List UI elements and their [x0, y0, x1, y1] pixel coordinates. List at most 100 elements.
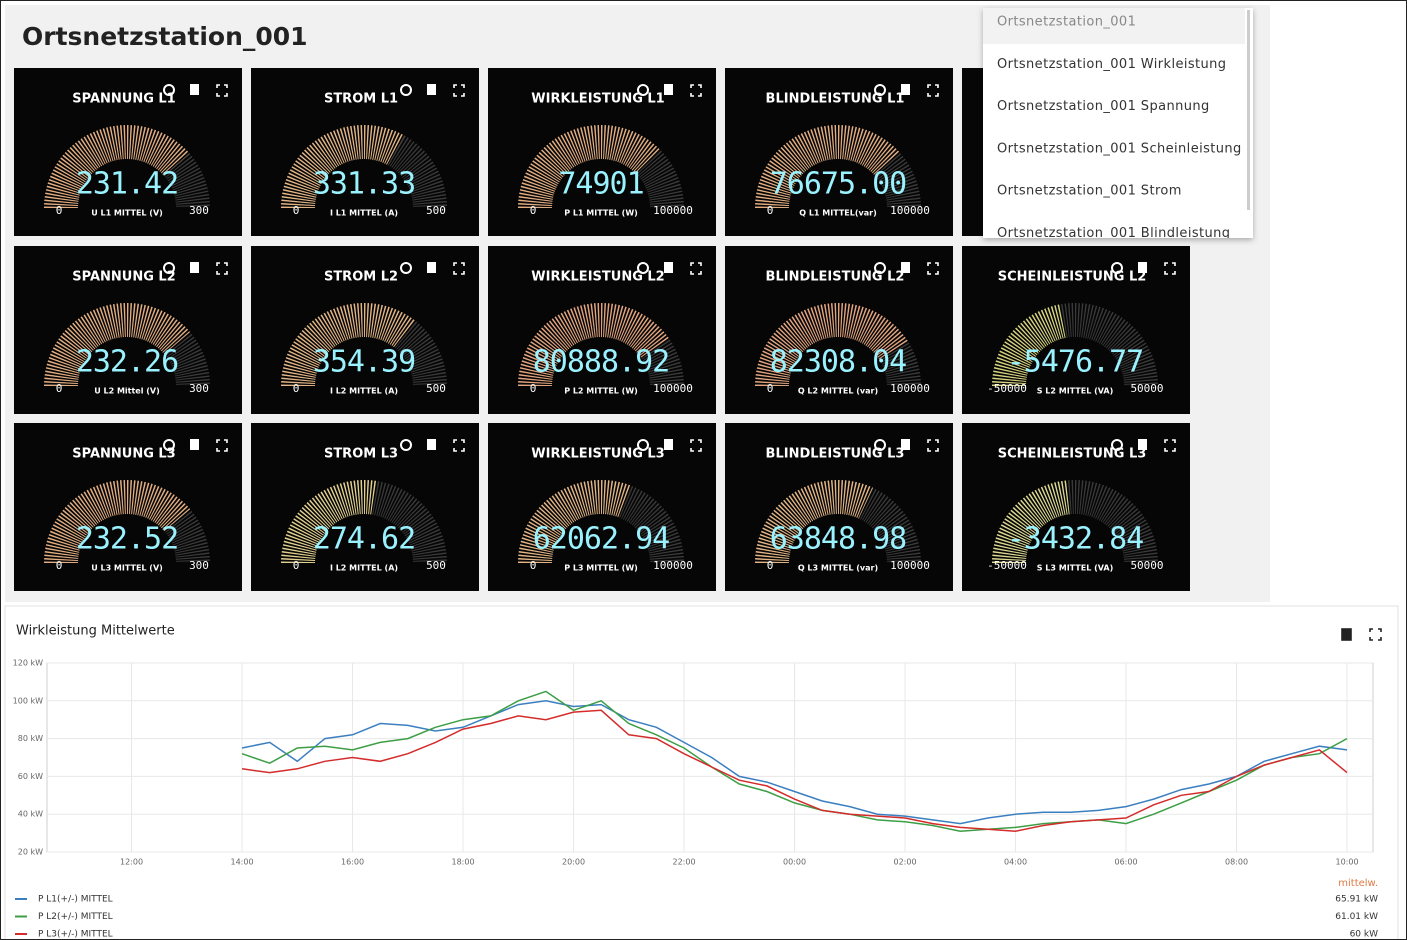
- gauge-title: STROM L3: [324, 447, 398, 462]
- gauge-value: 274.62: [313, 522, 415, 557]
- fullscreen-icon[interactable]: [1164, 439, 1176, 452]
- gauge-track: [281, 480, 447, 564]
- view-icon: [637, 439, 649, 451]
- export-icon[interactable]: [664, 439, 673, 450]
- gauge-fill: [518, 480, 632, 564]
- export-icon[interactable]: [427, 84, 436, 95]
- export-icon[interactable]: [190, 262, 199, 273]
- fullscreen-icon[interactable]: [216, 262, 228, 275]
- export-icon[interactable]: [190, 439, 199, 450]
- gauge-max: 300: [189, 382, 209, 395]
- fullscreen-icon[interactable]: [216, 84, 228, 97]
- fullscreen-icon[interactable]: [1164, 262, 1176, 275]
- gauge-max: 100000: [653, 204, 693, 217]
- x-tick-label: 18:00: [452, 858, 475, 867]
- legend-label[interactable]: P L2(+/-) MITTEL: [38, 912, 113, 922]
- scrollbar: [1247, 10, 1250, 210]
- fullscreen-icon[interactable]: [690, 439, 702, 452]
- fullscreen-icon[interactable]: [453, 84, 465, 97]
- gauge-value: -5476.77: [1007, 345, 1144, 380]
- export-icon[interactable]: [1138, 439, 1147, 450]
- legend-label[interactable]: P L3(+/-) MITTEL: [38, 930, 113, 940]
- export-icon[interactable]: [664, 262, 673, 273]
- gauge-max: 100000: [653, 559, 693, 572]
- view-icon: [163, 439, 175, 451]
- series-line: [241, 709, 1348, 832]
- gauge-fill: [44, 480, 191, 564]
- dropdown-item[interactable]: Ortsnetzstation_001: [997, 15, 1136, 30]
- gauge-min: 0: [767, 382, 774, 395]
- gauge-fill: [992, 480, 1071, 564]
- gauge-min: 0: [56, 204, 63, 217]
- fullscreen-icon[interactable]: [927, 262, 939, 275]
- gauge-label: P L3 MITTEL (W): [564, 564, 638, 573]
- export-icon[interactable]: [190, 84, 199, 95]
- legend-label[interactable]: P L1(+/-) MITTEL: [38, 895, 113, 905]
- export-icon[interactable]: [901, 84, 910, 95]
- dropdown-item[interactable]: Ortsnetzstation_001 Spannung: [997, 99, 1210, 114]
- fullscreen-icon[interactable]: [216, 439, 228, 452]
- gauge-track: [44, 480, 210, 564]
- export-icon[interactable]: [901, 262, 910, 273]
- export-icon[interactable]: [1341, 628, 1352, 641]
- dropdown-item[interactable]: Ortsnetzstation_001 Strom: [997, 184, 1182, 199]
- x-tick-label: 22:00: [673, 858, 696, 867]
- gauge-fill: [518, 303, 670, 387]
- gauge-title: SCHEINLEISTUNG L3: [998, 447, 1147, 462]
- dropdown-highlight: [983, 8, 1245, 44]
- gauge-value: -3432.84: [1007, 522, 1144, 557]
- gauge-fill: [44, 125, 190, 209]
- fullscreen-icon[interactable]: [1369, 628, 1382, 641]
- gauge-max: 300: [189, 559, 209, 572]
- export-icon[interactable]: [1138, 262, 1147, 273]
- x-tick-label: 14:00: [231, 858, 254, 867]
- dropdown-item[interactable]: Ortsnetzstation_001 Blindleistung: [997, 226, 1230, 241]
- gauge-value: 354.39: [313, 345, 415, 380]
- legend-title: mittelw.: [1338, 878, 1378, 889]
- fullscreen-icon[interactable]: [453, 262, 465, 275]
- series-line: [241, 690, 1348, 832]
- view-icon: [400, 439, 412, 451]
- y-tick-label: 40 kW: [18, 810, 43, 819]
- x-tick-label: 16:00: [341, 858, 364, 867]
- x-tick-label: 04:00: [1004, 858, 1027, 867]
- dropdown-item[interactable]: Ortsnetzstation_001 Wirkleistung: [997, 57, 1226, 72]
- gauge-track: [44, 303, 210, 387]
- gauge: STROM L1 331.33 I L1 MITTEL (A) 0 500: [251, 68, 479, 236]
- export-icon[interactable]: [427, 439, 436, 450]
- gauge-min: 0: [530, 204, 537, 217]
- gauge-label: S L3 MITTEL (VA): [1037, 564, 1114, 573]
- fullscreen-icon[interactable]: [690, 84, 702, 97]
- export-icon[interactable]: [664, 84, 673, 95]
- gauge: WIRKLEISTUNG L2 80888.92 P L2 MITTEL (W) 0 1…: [488, 246, 716, 414]
- gauge-title: SPANNUNG L3: [72, 447, 175, 462]
- export-icon[interactable]: [901, 439, 910, 450]
- gauge-track: [44, 125, 210, 209]
- gauge-fill: [755, 125, 900, 209]
- gauge-label: I L2 MITTEL (A): [330, 387, 398, 396]
- gauge-max: 500: [426, 382, 446, 395]
- page-title: Ortsnetzstation_001: [22, 22, 308, 51]
- gauge-max: 100000: [890, 204, 930, 217]
- gauge-title: SPANNUNG L1: [72, 92, 175, 107]
- gauge-fill: [281, 125, 405, 209]
- x-tick-label: 00:00: [783, 858, 806, 867]
- fullscreen-icon[interactable]: [453, 439, 465, 452]
- gauge-fill: [281, 303, 415, 387]
- dropdown-item[interactable]: Ortsnetzstation_001 Scheinleistung: [997, 141, 1242, 156]
- view-icon: [1111, 262, 1123, 274]
- gauge-track: [518, 480, 684, 564]
- fullscreen-icon[interactable]: [927, 439, 939, 452]
- fullscreen-icon[interactable]: [927, 84, 939, 97]
- gauge-grid: SPANNUNG L1 231.42 U L1 MITTEL (V) 0 300 STRO…: [14, 68, 1190, 591]
- gauge: BLINDLEISTUNG L3 63848.98 Q L3 MITTEL (var…: [725, 423, 953, 591]
- gauge-title: SPANNUNG L2: [72, 270, 175, 285]
- gauge-min: 0: [530, 382, 537, 395]
- export-icon[interactable]: [427, 262, 436, 273]
- gauge-title: SCHEINLEISTUNG L2: [998, 270, 1147, 285]
- y-tick-label: 20 kW: [18, 848, 43, 857]
- fullscreen-icon[interactable]: [690, 262, 702, 275]
- gauge-max: 500: [426, 204, 446, 217]
- gauge: SPANNUNG L2 232.26 U L2 Mittel (V) 0 300: [14, 246, 242, 414]
- gauge-track: [992, 303, 1158, 387]
